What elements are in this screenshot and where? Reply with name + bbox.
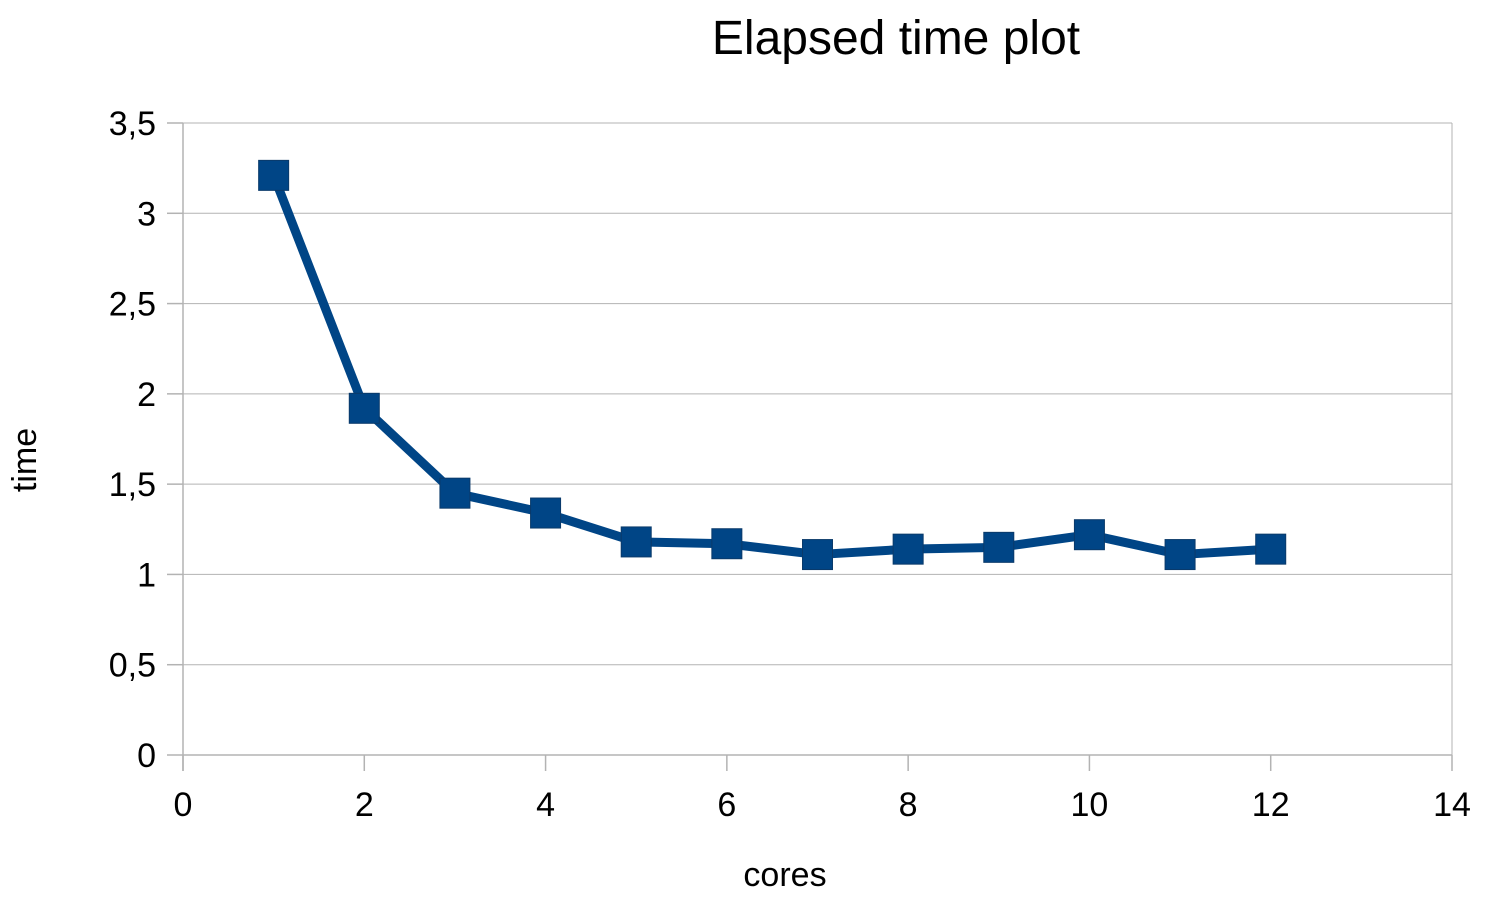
series-line — [269, 170, 1276, 560]
x-tick-label: 8 — [899, 786, 918, 824]
data-point-marker — [620, 526, 652, 558]
data-point-marker — [983, 531, 1015, 563]
y-tick-label: 2,5 — [109, 286, 156, 324]
data-point-marker — [711, 528, 743, 560]
data-point-marker — [258, 159, 290, 191]
data-point-marker — [802, 539, 833, 571]
data-point-marker — [1255, 533, 1287, 565]
x-tick-label: 0 — [174, 786, 193, 824]
x-tick-label: 4 — [536, 786, 555, 824]
chart-title: Elapsed time plot — [712, 12, 1080, 65]
y-tick-label: 3,5 — [109, 105, 156, 143]
x-tick-label: 2 — [355, 786, 374, 824]
data-point-marker — [1164, 539, 1196, 571]
axes: 0 0,5 1 1,5 2 2,5 3 3,5 0 2 4 6 8 10 12 14 — [109, 105, 1471, 824]
data-point-marker — [892, 533, 924, 565]
data-point-marker — [1073, 519, 1105, 551]
x-tick-label: 10 — [1071, 786, 1109, 824]
y-tick-label: 0,5 — [109, 647, 156, 685]
series — [258, 159, 1287, 571]
data-point-marker — [348, 392, 380, 424]
y-tick-label: 3 — [137, 195, 156, 233]
y-axis-title: time — [6, 428, 44, 492]
y-tick-label: 0 — [137, 737, 156, 775]
x-tick-label: 6 — [717, 786, 736, 824]
y-tick-label: 1 — [137, 556, 156, 594]
x-tick-label: 14 — [1433, 786, 1471, 824]
x-axis-title: cores — [743, 856, 826, 894]
grid — [183, 122, 1453, 771]
data-point-marker — [439, 477, 471, 509]
y-tick-label: 1,5 — [109, 466, 156, 504]
y-tick-label: 2 — [137, 376, 156, 414]
x-tick-label: 12 — [1252, 786, 1290, 824]
data-point-marker — [530, 497, 562, 529]
